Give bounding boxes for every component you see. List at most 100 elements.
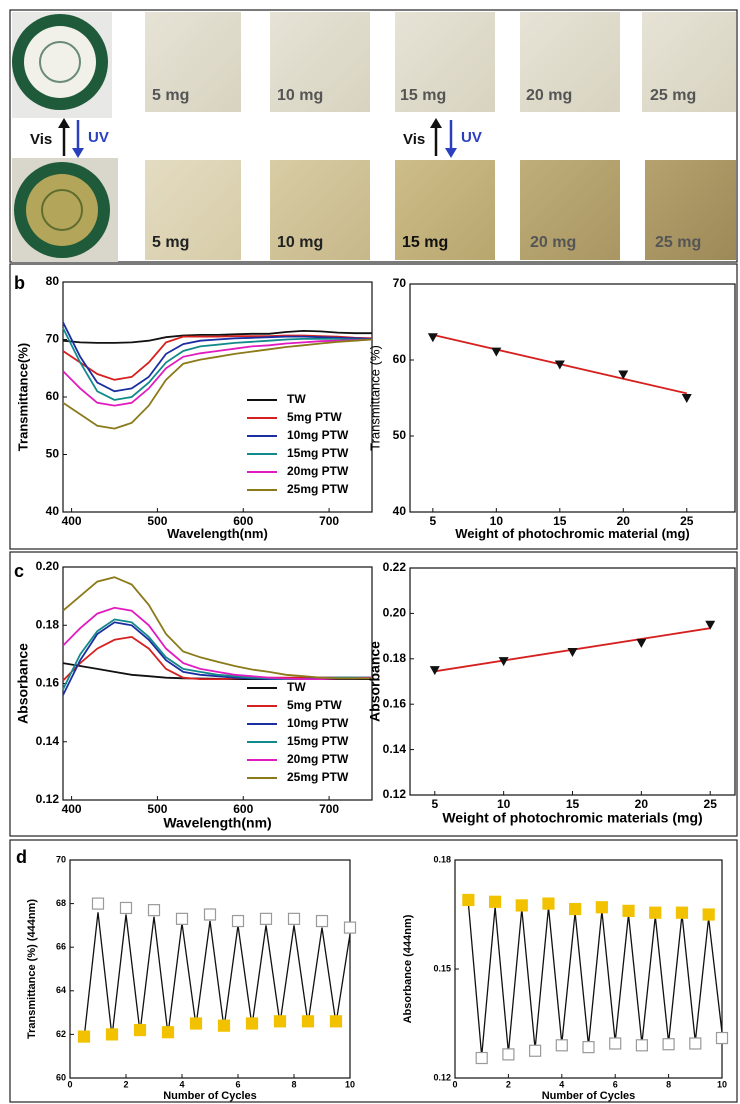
x-tick-label: 400 [62,802,82,816]
data-point [189,1017,203,1030]
arrow-label: UV [461,129,482,146]
y-tick-label: 0.18 [383,651,407,665]
x-tick-label: 700 [319,514,339,528]
data-point [301,1015,315,1028]
panel-label: d [16,847,27,867]
series-line [62,606,373,680]
data-point [427,333,438,343]
x-tick-label: 15 [553,514,567,528]
panel-frame [9,263,738,550]
x-axis-label: Wavelength(nm) [163,814,271,830]
arrow-group: Vis UV [30,118,109,158]
x-tick-label: 500 [147,514,167,528]
photo-logo [12,12,112,118]
data-point [569,902,582,916]
y-axis-label: Transmittance (%) [367,345,382,451]
x-tick-label: 2 [506,1080,511,1090]
x-tick-label: 25 [680,514,694,528]
y-tick-label: 0.14 [383,742,407,756]
y-axis-label: Transmittance(%) [15,343,30,451]
series-line [62,338,373,407]
y-tick-label: 0.16 [36,676,60,690]
data-point [217,1019,231,1032]
legend-label: TW [287,392,306,406]
series-line [62,327,372,401]
photo-film [395,12,495,112]
photo-film [645,160,736,260]
x-axis-label: Weight of photochromic materials (mg) [442,809,702,825]
x-tick-label: 20 [635,797,649,811]
legend-label: 10mg PTW [287,716,349,730]
y-tick-label: 0.18 [433,854,451,864]
panel-frame [9,839,738,1103]
y-tick-label: 50 [393,428,407,442]
x-tick-label: 8 [291,1080,296,1090]
legend-label: 25mg PTW [287,482,349,496]
legend-label: 20mg PTW [287,752,349,766]
x-tick-label: 15 [566,797,580,811]
data-point [77,1030,91,1043]
y-tick-label: 62 [56,1029,66,1039]
data-point [175,912,189,925]
y-tick-label: 40 [46,504,60,518]
data-point [231,914,245,928]
series-line [62,334,373,381]
y-axis-label: Absorbance [15,643,31,724]
film-label: 20 mg [530,234,576,251]
photo-film [145,12,241,112]
x-tick-label: 600 [233,514,253,528]
y-tick-label: 0.18 [36,617,60,631]
series-line [467,903,723,1057]
x-tick-label: 400 [62,514,82,528]
y-tick-label: 0.16 [383,696,407,710]
photo-film [270,160,370,260]
legend-label: 5mg PTW [287,410,342,424]
y-tick-label: 60 [56,1072,66,1082]
data-point [609,1037,622,1050]
film-label: 20 mg [526,87,572,104]
data-point [488,895,502,908]
plot-frame [409,567,736,796]
data-point [528,1044,542,1057]
panel-label: c [14,561,24,581]
x-axis-label: Number of Cycles [542,1090,636,1102]
data-point [649,906,662,919]
legend-label: 15mg PTW [287,446,349,460]
data-point [622,904,635,917]
y-tick-label: 0.20 [36,559,60,573]
x-tick-label: 25 [704,797,718,811]
y-tick-label: 70 [46,332,60,346]
data-point [636,638,647,648]
data-point [161,1026,175,1039]
data-point [542,897,555,910]
legend-label: 5mg PTW [287,698,342,712]
film-label: 25 mg [650,87,696,104]
data-point [203,908,217,921]
data-point [462,893,475,907]
legend-label: 15mg PTW [287,734,349,748]
x-tick-label: 5 [431,797,438,811]
data-point [343,921,357,934]
photo-film [520,12,620,112]
x-tick-label: 0 [67,1080,72,1090]
film-label: 15 mg [400,87,446,104]
y-tick-label: 0.12 [383,787,407,801]
x-tick-label: 4 [179,1080,184,1090]
x-axis-label: Wavelength(nm) [167,526,268,541]
data-point [675,906,689,919]
plot-frame [69,859,351,1079]
data-point [91,897,105,910]
x-tick-label: 6 [613,1080,618,1090]
x-tick-label: 5 [430,514,437,528]
y-tick-label: 0.12 [433,1072,451,1082]
data-point [662,1038,675,1051]
data-point [715,1031,729,1045]
data-point [147,904,161,917]
arrow-label: Vis [30,131,52,148]
film-label: 10 mg [277,87,323,104]
y-tick-label: 0.14 [36,734,60,748]
film-label: 5 mg [152,87,189,104]
data-point [475,1051,488,1065]
